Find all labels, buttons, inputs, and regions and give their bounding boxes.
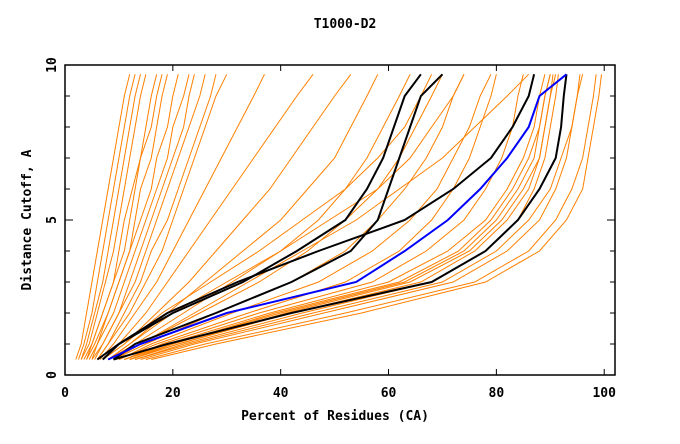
model-curve bbox=[151, 74, 603, 360]
model-curve bbox=[107, 74, 411, 360]
x-tick-label: 0 bbox=[61, 386, 69, 401]
model-curve bbox=[124, 74, 524, 360]
x-tick-label: 100 bbox=[592, 386, 616, 401]
model-curve bbox=[145, 74, 597, 360]
y-axis-label: Distance Cutoff, A bbox=[20, 149, 35, 290]
model-curve bbox=[80, 74, 147, 360]
chart-title: T1000-D2 bbox=[314, 17, 377, 32]
model-curve bbox=[96, 74, 228, 360]
model-curve bbox=[78, 74, 136, 360]
highlight-curve bbox=[113, 74, 568, 361]
y-tick-label: 5 bbox=[45, 216, 60, 224]
model-curve bbox=[102, 74, 352, 360]
model-curve bbox=[118, 74, 492, 360]
highlight-curve bbox=[112, 73, 444, 361]
model-curve bbox=[134, 74, 584, 360]
x-tick-label: 20 bbox=[165, 386, 181, 401]
x-tick-label: 80 bbox=[489, 386, 505, 401]
y-tick-label: 10 bbox=[45, 57, 60, 73]
model-curve bbox=[75, 74, 131, 360]
model-curve bbox=[107, 74, 465, 360]
model-curve bbox=[88, 74, 179, 360]
highlight-curve bbox=[96, 74, 536, 361]
x-tick-label: 40 bbox=[273, 386, 289, 401]
model-curve bbox=[102, 74, 314, 360]
model-curve bbox=[99, 74, 265, 360]
highlight-curve bbox=[102, 73, 422, 361]
model-curve bbox=[80, 74, 141, 360]
model-curve bbox=[113, 73, 530, 360]
model-curve bbox=[91, 74, 190, 360]
model-curve bbox=[124, 74, 546, 360]
model-curve bbox=[94, 74, 206, 360]
model-curve bbox=[86, 74, 163, 360]
model-curve bbox=[124, 74, 551, 360]
model-curve bbox=[118, 74, 497, 360]
x-tick-label: 60 bbox=[381, 386, 397, 401]
x-axis-label: Percent of Residues (CA) bbox=[241, 409, 429, 424]
y-tick-label: 0 bbox=[45, 371, 60, 379]
model-curve bbox=[86, 74, 168, 360]
reference-curve bbox=[107, 73, 568, 361]
model-curve bbox=[96, 74, 217, 360]
